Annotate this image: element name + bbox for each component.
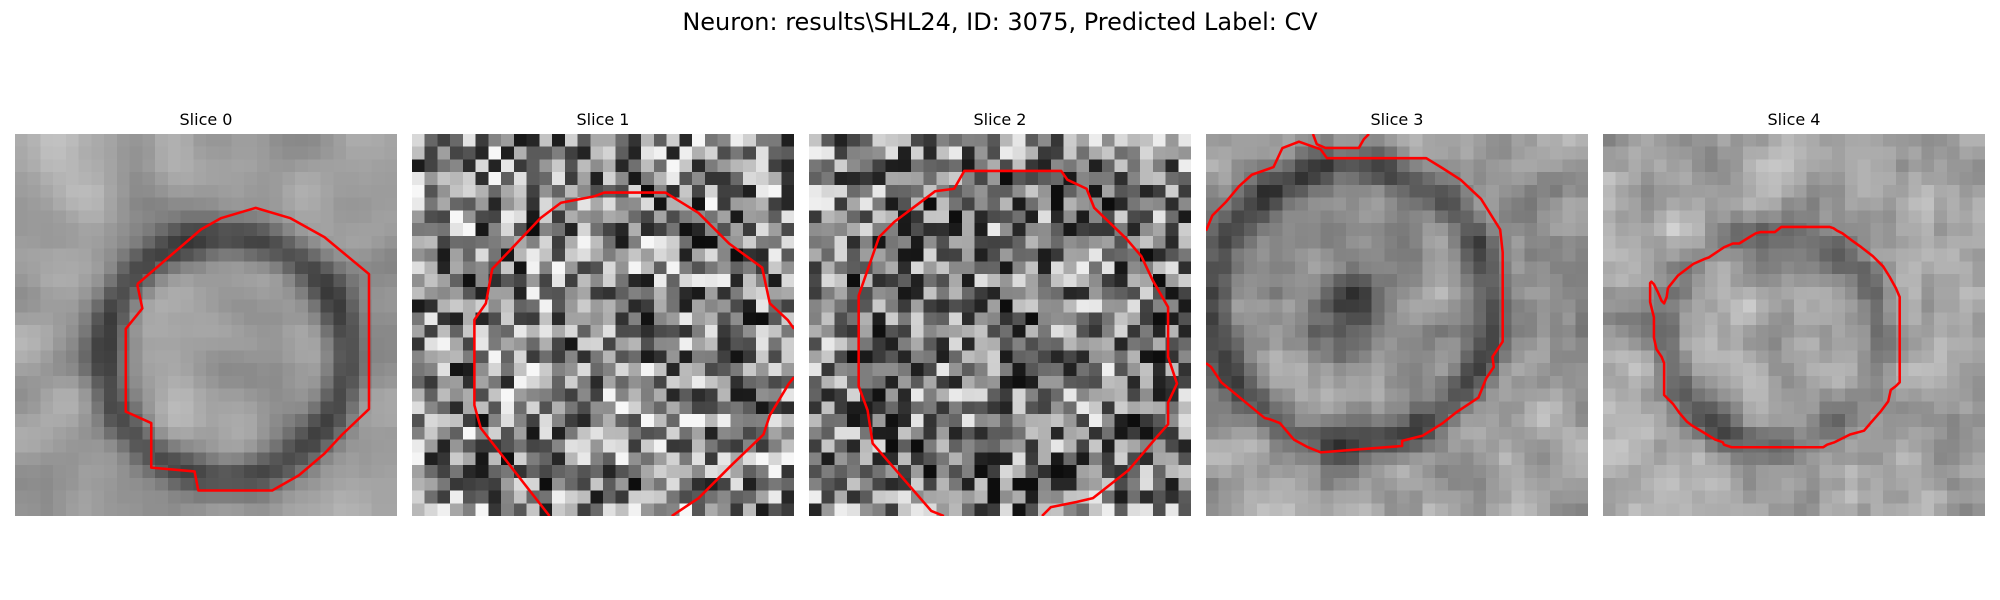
slice-2-image bbox=[809, 134, 1191, 516]
slice-0-image bbox=[15, 134, 397, 516]
slice-panel-2: Slice 2 bbox=[809, 110, 1191, 518]
slice-3-contour-top bbox=[1311, 134, 1370, 150]
slice-4-contour bbox=[1648, 225, 1901, 449]
slice-4-image bbox=[1603, 134, 1985, 516]
slice-panel-0: Slice 0 bbox=[15, 110, 397, 518]
figure-title: Neuron: results\SHL24, ID: 3075, Predict… bbox=[682, 8, 1318, 36]
slice-panel-4: Slice 4 bbox=[1603, 110, 1985, 518]
slice-2-title: Slice 2 bbox=[973, 110, 1027, 129]
slice-3-contour-upper bbox=[1206, 140, 1504, 454]
slice-3-image bbox=[1206, 134, 1588, 516]
slice-panel-1: Slice 1 bbox=[412, 110, 794, 518]
slice-0-title: Slice 0 bbox=[179, 110, 233, 129]
slice-1-image bbox=[412, 134, 794, 516]
slice-panel-3: Slice 3 bbox=[1206, 110, 1588, 518]
slice-3-title: Slice 3 bbox=[1370, 110, 1424, 129]
slice-1-title: Slice 1 bbox=[576, 110, 630, 129]
slice-1-contour-lower bbox=[671, 376, 794, 516]
slice-1-contour bbox=[473, 191, 794, 516]
slice-2-contour bbox=[857, 169, 1179, 516]
slice-0-contour bbox=[124, 206, 371, 492]
slice-4-title: Slice 4 bbox=[1767, 110, 1821, 129]
